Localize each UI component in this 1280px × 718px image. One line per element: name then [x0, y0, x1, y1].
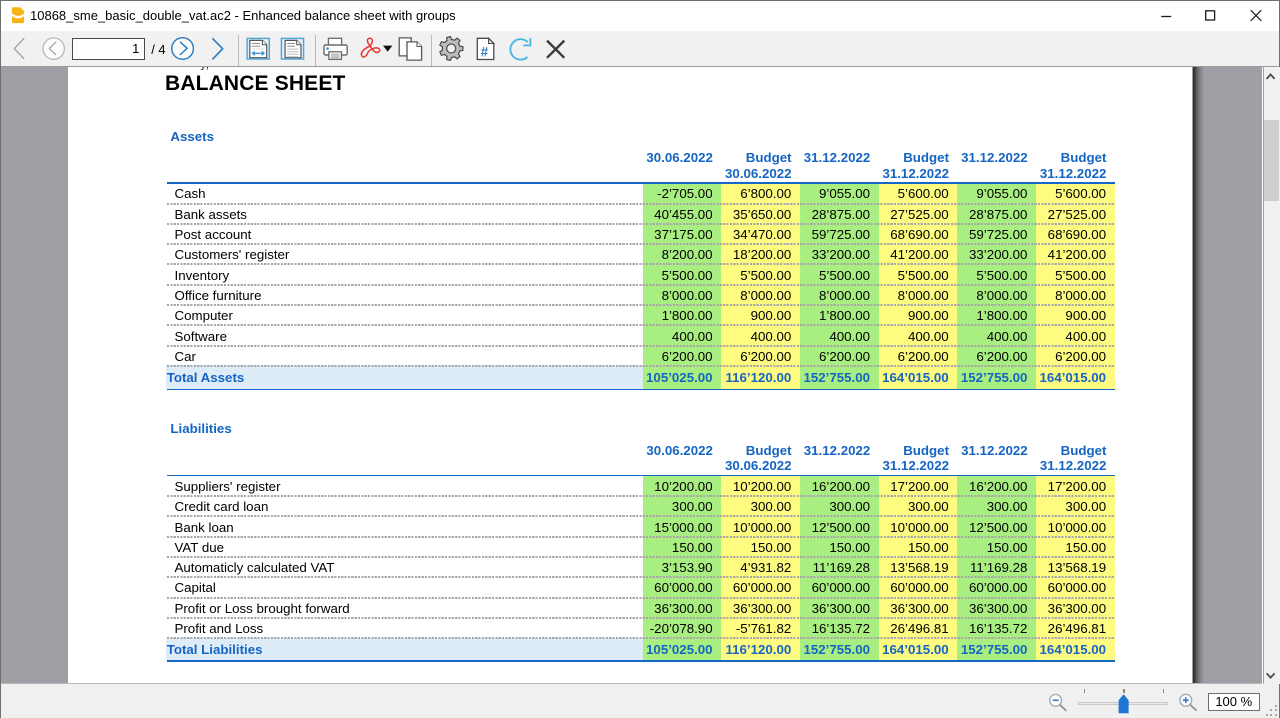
svg-text:#: #	[481, 45, 489, 60]
